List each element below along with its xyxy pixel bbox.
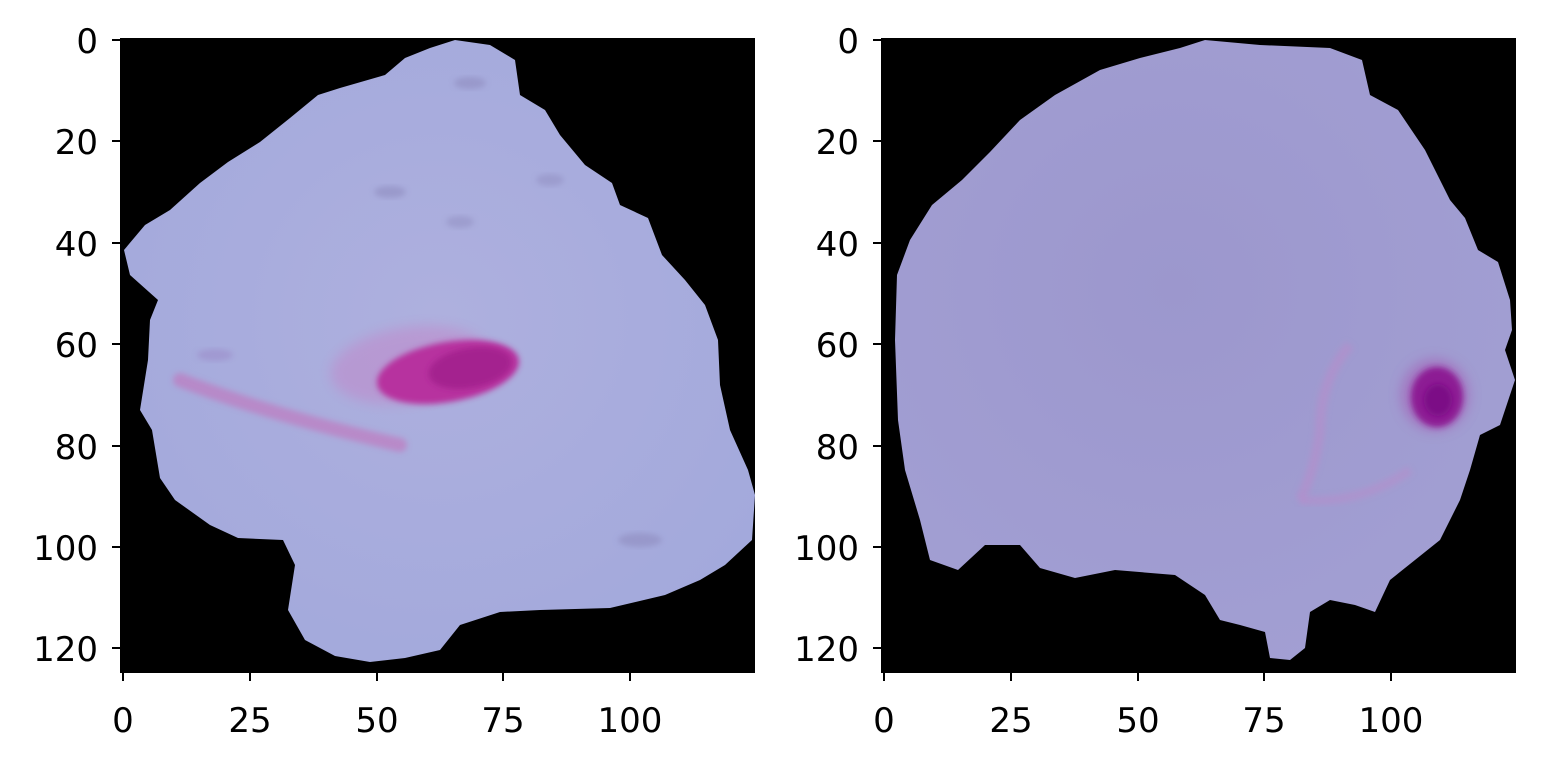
right-cell-ring <box>1295 341 1354 503</box>
left-cell-panel: 0 20 40 60 80 100 120 0 25 50 75 100 <box>33 22 755 741</box>
right-y-axis <box>873 39 881 649</box>
left-cell-spot <box>374 186 406 198</box>
right-x-tick-label: 75 <box>1242 701 1285 741</box>
left-x-tick-label: 0 <box>112 701 134 741</box>
right-y-tick-label: 120 <box>794 630 859 670</box>
left-y-axis <box>112 39 120 649</box>
left-y-tick-label: 100 <box>33 529 98 569</box>
left-x-tick-label: 50 <box>355 701 398 741</box>
left-x-axis <box>122 673 631 681</box>
left-y-tick-label: 0 <box>76 22 98 62</box>
left-y-tick-label: 20 <box>55 123 98 163</box>
left-cell-spot <box>536 174 564 186</box>
left-cell-spot <box>454 77 486 89</box>
left-x-tick-label: 100 <box>598 701 663 741</box>
right-cell-ring <box>1299 466 1413 506</box>
left-cell-streak <box>173 373 407 452</box>
right-cell-body <box>895 40 1515 660</box>
left-y-tick-label: 120 <box>33 630 98 670</box>
left-cell-spot <box>446 216 474 228</box>
right-x-axis <box>883 673 1392 681</box>
left-cell-spot <box>618 533 662 547</box>
right-y-tick-label: 40 <box>816 225 859 265</box>
left-y-tick-label: 40 <box>55 225 98 265</box>
right-x-tick-label: 0 <box>873 701 895 741</box>
right-y-tick-label: 0 <box>837 22 859 62</box>
left-y-tick-label: 60 <box>55 326 98 366</box>
left-x-tick-label: 25 <box>228 701 271 741</box>
left-cell-spot <box>197 349 233 361</box>
right-x-tick-label: 100 <box>1359 701 1424 741</box>
right-y-tick-label: 60 <box>816 326 859 366</box>
left-y-tick-label: 80 <box>55 428 98 468</box>
right-y-tick-label: 80 <box>816 428 859 468</box>
right-x-tick-label: 50 <box>1116 701 1159 741</box>
right-inclusion-core <box>1424 384 1452 416</box>
right-x-tick-label: 25 <box>989 701 1032 741</box>
left-parasite-core <box>428 346 512 390</box>
right-y-tick-label: 20 <box>816 123 859 163</box>
right-cell-panel: 0 20 40 60 80 100 120 0 25 50 75 100 <box>794 22 1516 741</box>
right-y-tick-label: 100 <box>794 529 859 569</box>
left-x-tick-label: 75 <box>481 701 524 741</box>
